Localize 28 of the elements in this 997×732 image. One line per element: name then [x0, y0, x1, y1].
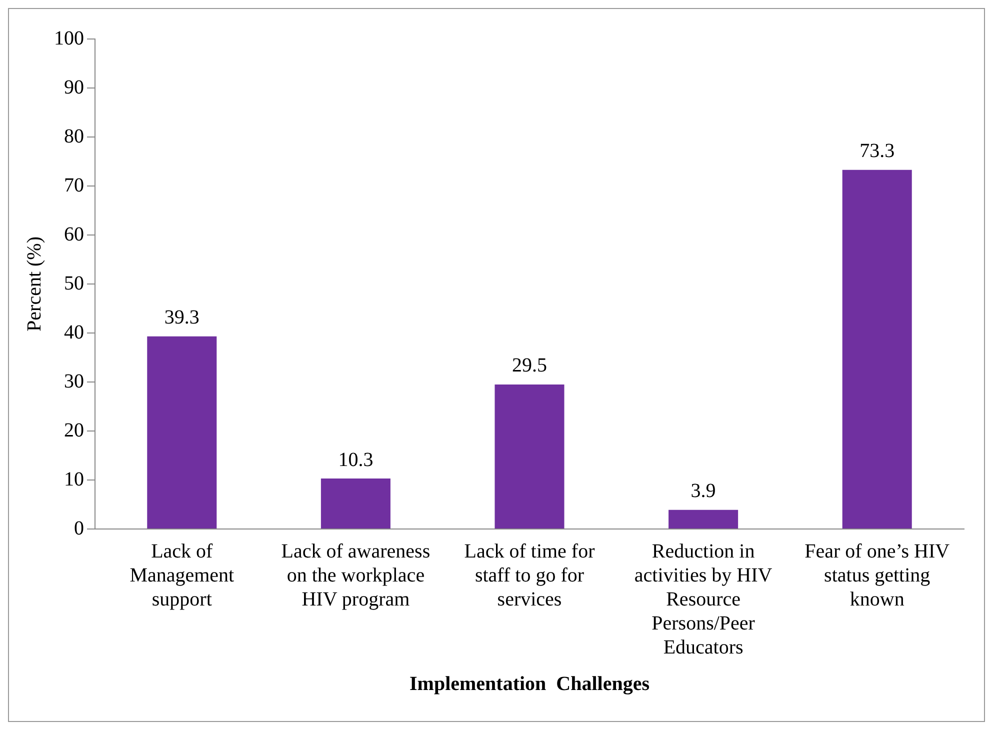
data-label: 73.3	[860, 140, 895, 162]
y-tick-label: 40	[64, 321, 84, 344]
data-label: 39.3	[164, 306, 200, 329]
x-tick-label: Lack of Management support	[130, 540, 235, 610]
x-tick-label: Reduction in activities by HIV Resource Persons/Peer Educators	[634, 540, 773, 658]
data-label: 10.3	[338, 448, 374, 471]
y-tick-label: 90	[64, 76, 84, 98]
x-tick-label: Lack of awareness on the workplace HIV program	[281, 540, 430, 610]
y-axis-title: Percent (%)	[23, 236, 46, 332]
y-tick-label: 80	[64, 125, 84, 148]
y-tick-label: 30	[64, 370, 84, 392]
bar	[494, 384, 564, 528]
y-tick-label: 50	[64, 272, 84, 294]
y-tick-label: 100	[54, 27, 84, 50]
data-label: 3.9	[690, 480, 716, 502]
y-tick-label: 70	[64, 174, 84, 196]
y-tick-label: 20	[64, 419, 84, 442]
x-axis-title: Implementation Challenges	[410, 673, 650, 696]
bar	[320, 478, 390, 528]
y-tick-label: 60	[64, 223, 84, 246]
y-tick-label: 0	[74, 517, 84, 540]
x-tick-label: Fear of one’s HIV status getting known	[804, 540, 950, 610]
y-tick-label: 10	[64, 468, 84, 490]
bar	[147, 336, 217, 528]
x-tick-label: Lack of time for staff to go for services	[464, 540, 596, 610]
bar	[842, 170, 912, 528]
data-label: 29.5	[512, 354, 547, 377]
bar	[668, 510, 738, 528]
